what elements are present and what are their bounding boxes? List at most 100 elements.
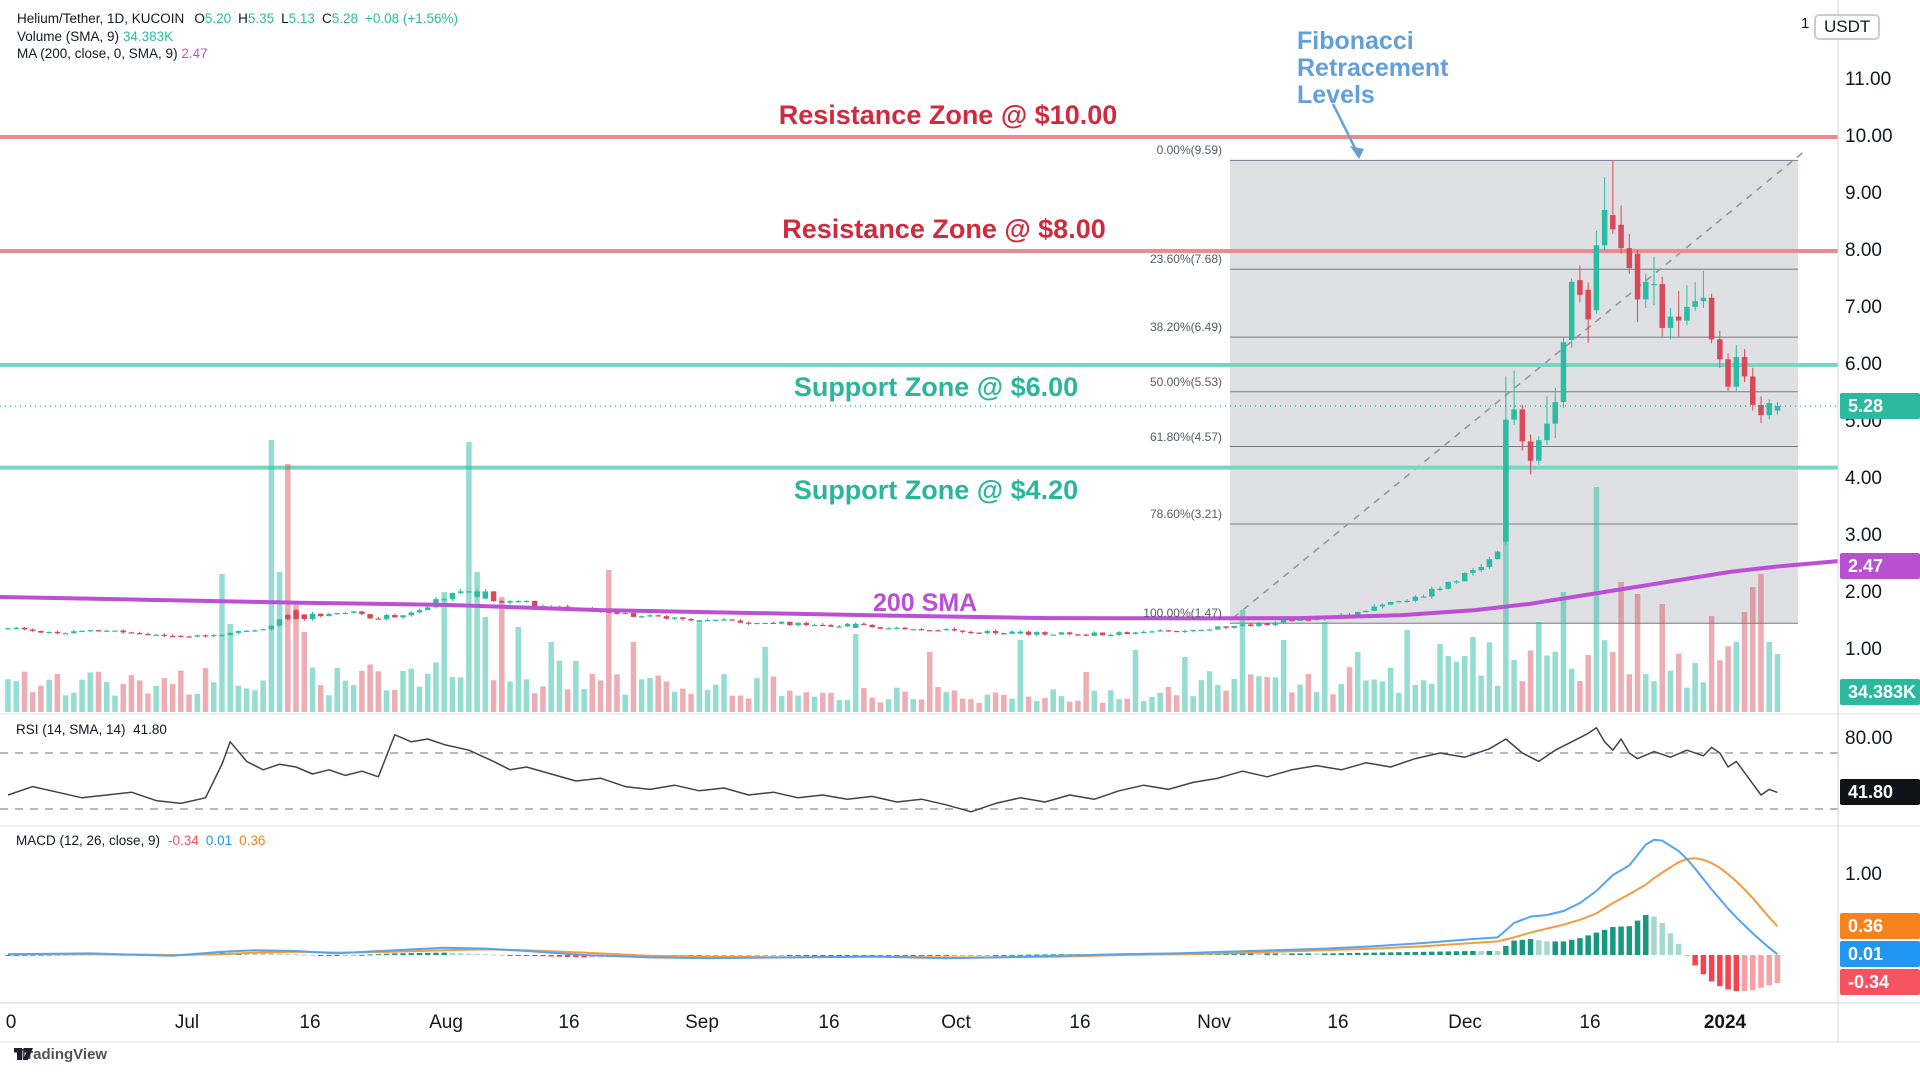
volume-bar [1651, 681, 1657, 712]
volume-bar [1478, 675, 1484, 712]
macd-histogram-bar [276, 953, 283, 955]
macd-histogram-bar [581, 955, 587, 958]
macd-histogram-bar [976, 955, 982, 956]
volume-bar [243, 688, 250, 712]
volume-bar [721, 674, 727, 712]
candle-body [959, 630, 966, 632]
candle-body [1766, 403, 1772, 416]
macd-histogram-bar [1305, 953, 1312, 955]
candle-body [1774, 406, 1781, 411]
candle-body [268, 625, 275, 630]
volume-bar [1009, 698, 1015, 712]
volume-bar [490, 680, 497, 712]
volume-bar [1330, 694, 1336, 712]
macd-histogram-bar [894, 955, 900, 956]
volume-bar [1700, 682, 1707, 712]
volume-bar [1058, 696, 1065, 712]
macd-histogram-bar [1486, 951, 1493, 955]
volume-bar [416, 686, 423, 712]
volume-bar [935, 687, 941, 712]
macd-histogram-bar [902, 955, 908, 956]
volume-bar [1346, 667, 1353, 712]
candle-body [482, 591, 489, 599]
macd-histogram-bar [1050, 954, 1056, 956]
volume-bar [1149, 696, 1155, 712]
candle-body [334, 613, 340, 615]
candle-body [1585, 289, 1591, 320]
volume-bar [1692, 662, 1698, 712]
macd-histogram-bar [1593, 932, 1600, 955]
volume-bar [927, 652, 933, 712]
candle-body [1741, 357, 1748, 377]
macd-histogram-bar [1453, 951, 1460, 955]
volume-bar [1116, 699, 1122, 712]
macd-histogram-bar [1280, 953, 1287, 955]
volume-bar [433, 662, 439, 712]
candle-body [1157, 630, 1163, 632]
volume-bar [211, 682, 217, 712]
volume-bar [803, 692, 810, 712]
candle-body [1568, 281, 1575, 340]
macd-histogram-bar [474, 953, 480, 955]
macd-histogram-bar [1626, 926, 1633, 955]
sma-200-line[interactable] [0, 559, 1839, 621]
volume-bar [1264, 677, 1270, 712]
candle-body [285, 614, 291, 620]
trendline-dashed[interactable] [1232, 149, 1807, 619]
volume-bar [424, 673, 431, 712]
candle-body [161, 634, 168, 636]
macd-histogram-bar [968, 955, 974, 956]
macd-histogram-bar [1272, 953, 1279, 955]
candle-body [721, 619, 727, 621]
macd-histogram-bar [1289, 953, 1295, 955]
candle-body [1264, 623, 1270, 626]
volume-bar [392, 689, 398, 712]
volume-bar [1363, 680, 1369, 712]
macd-histogram-bar [1058, 954, 1065, 956]
candle-body [1634, 253, 1641, 300]
volume-bar [614, 674, 620, 712]
candle-body [1519, 409, 1526, 442]
macd-histogram-bar [861, 955, 867, 956]
volume-bar [713, 684, 719, 712]
candle-body [795, 622, 801, 626]
volume-bar [1453, 661, 1460, 712]
candle-body [1083, 634, 1089, 636]
volume-bar [1099, 702, 1106, 712]
macd-histogram-bar [21, 954, 28, 956]
candle-body [211, 635, 217, 637]
candle-body [1165, 630, 1172, 632]
candle-body [1173, 630, 1180, 633]
macd-histogram-bar [1297, 953, 1303, 955]
tradingview-logo[interactable]: TradingView [13, 1046, 107, 1063]
volume-bar [902, 691, 908, 712]
currency-toggle-chip[interactable]: USDT [1814, 14, 1881, 40]
volume-bar [1108, 690, 1114, 712]
volume-bar [869, 697, 875, 712]
macd-histogram-bar [1025, 954, 1032, 956]
volume-bar [202, 668, 209, 712]
candle-body [1486, 559, 1493, 568]
candle-body [1387, 602, 1394, 605]
candle-body [630, 612, 637, 617]
candle-body [1461, 572, 1468, 582]
candle-body [1420, 596, 1427, 598]
tradingview-logo-icon [14, 1048, 33, 1060]
volume-bar [589, 673, 596, 712]
macd-histogram-bar [1725, 955, 1731, 990]
macd-histogram-bar [1330, 953, 1336, 955]
candle-body [1058, 632, 1065, 635]
candle-body [235, 630, 242, 633]
volume-bar [276, 572, 283, 712]
volume-bar [1313, 692, 1320, 712]
macd-histogram-bar [457, 953, 464, 955]
volume-bar [153, 685, 159, 712]
volume-bar [1247, 674, 1254, 712]
candle-body [54, 631, 61, 634]
candle-body [894, 627, 900, 629]
volume-bar [581, 689, 587, 712]
volume-bar [1396, 692, 1402, 712]
candle-body [1494, 551, 1501, 560]
macd-histogram-bar [424, 952, 431, 955]
